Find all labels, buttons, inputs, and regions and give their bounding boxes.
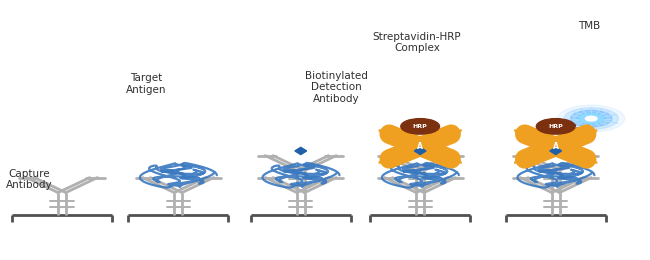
Polygon shape <box>550 147 562 154</box>
Polygon shape <box>580 130 597 136</box>
Polygon shape <box>445 130 462 136</box>
Text: A: A <box>417 142 423 151</box>
Polygon shape <box>445 157 462 163</box>
Circle shape <box>586 116 597 121</box>
Text: Biotinylated
Detection
Antibody: Biotinylated Detection Antibody <box>305 70 368 104</box>
Circle shape <box>580 114 603 123</box>
Polygon shape <box>580 157 597 163</box>
Circle shape <box>401 119 439 134</box>
Circle shape <box>571 110 612 127</box>
Circle shape <box>577 113 605 124</box>
Polygon shape <box>514 130 531 136</box>
Circle shape <box>564 108 618 129</box>
Text: TMB: TMB <box>578 21 601 31</box>
Polygon shape <box>514 157 531 163</box>
Text: HRP: HRP <box>413 124 428 129</box>
Text: Target
Antigen: Target Antigen <box>125 73 166 95</box>
Text: A: A <box>552 142 558 151</box>
Polygon shape <box>379 130 395 136</box>
Circle shape <box>558 105 625 132</box>
Polygon shape <box>414 147 426 154</box>
Polygon shape <box>379 157 395 163</box>
Text: Streptavidin-HRP
Complex: Streptavidin-HRP Complex <box>372 32 462 53</box>
Text: Capture
Antibody: Capture Antibody <box>6 169 53 190</box>
Circle shape <box>536 119 575 134</box>
Polygon shape <box>295 147 307 154</box>
Text: HRP: HRP <box>549 124 563 129</box>
